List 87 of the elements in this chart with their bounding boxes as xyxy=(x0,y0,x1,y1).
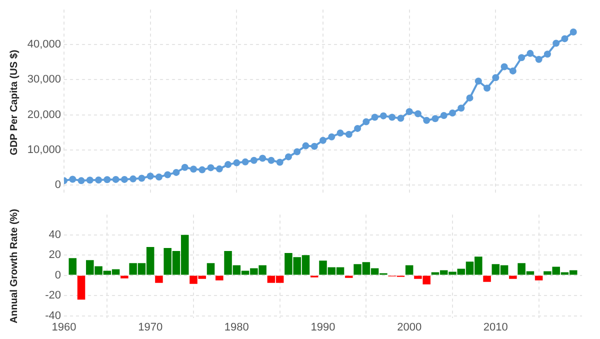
point xyxy=(397,114,404,122)
bar xyxy=(509,276,517,279)
point xyxy=(484,84,491,92)
point xyxy=(440,112,448,119)
bar xyxy=(216,276,224,280)
bar xyxy=(206,263,215,275)
point xyxy=(362,118,370,126)
point xyxy=(380,112,387,120)
point xyxy=(509,67,516,74)
bar xyxy=(405,265,414,275)
point xyxy=(233,159,240,166)
x-tick-label: 1960 xyxy=(52,321,76,334)
y-tick-label: 40,000 xyxy=(27,38,61,51)
y-tick-label: 40 xyxy=(48,228,61,241)
point xyxy=(371,114,378,121)
point xyxy=(268,156,275,164)
point xyxy=(120,176,128,183)
point xyxy=(474,78,482,85)
point xyxy=(518,54,526,62)
point xyxy=(345,130,352,138)
point xyxy=(388,114,396,121)
point xyxy=(552,40,560,47)
y-axis-title: GDP Per Capita (US $) xyxy=(8,50,20,156)
point xyxy=(138,174,146,182)
point xyxy=(561,35,568,42)
point xyxy=(69,176,76,183)
point xyxy=(414,110,422,118)
point xyxy=(336,130,344,136)
point xyxy=(302,142,310,150)
x-tick-label: 1980 xyxy=(224,321,249,334)
point xyxy=(276,158,284,166)
point xyxy=(95,176,102,184)
y-tick-label: 20,000 xyxy=(27,108,61,121)
point xyxy=(526,50,534,57)
point xyxy=(104,176,111,184)
point xyxy=(284,153,292,160)
y-tick-label: -20 xyxy=(45,290,61,302)
point xyxy=(320,136,326,144)
y-tick-label: 20 xyxy=(48,249,61,262)
bar xyxy=(77,276,86,300)
point xyxy=(310,142,318,150)
point xyxy=(535,56,542,63)
point xyxy=(198,166,206,174)
point xyxy=(570,28,577,36)
point xyxy=(181,164,188,171)
point xyxy=(354,124,362,132)
x-tick-label: 2000 xyxy=(397,321,422,334)
y-tick-label: 30,000 xyxy=(27,74,61,86)
bar xyxy=(155,276,163,283)
point xyxy=(449,110,456,117)
point xyxy=(466,94,474,102)
bar xyxy=(483,276,491,282)
point xyxy=(224,161,232,168)
x-tick-label: 1970 xyxy=(138,321,163,334)
x-tick-label: 2010 xyxy=(483,321,508,334)
point xyxy=(130,175,137,182)
bar xyxy=(120,276,128,278)
y-tick-label: 0 xyxy=(54,269,61,282)
bar xyxy=(68,258,77,275)
point xyxy=(78,177,85,184)
point xyxy=(112,176,120,183)
y-tick-label: 10,000 xyxy=(27,144,61,156)
point xyxy=(172,168,180,176)
point xyxy=(164,171,172,178)
point xyxy=(423,116,430,124)
point xyxy=(544,50,551,58)
bar xyxy=(534,276,543,280)
point xyxy=(294,148,301,156)
point xyxy=(146,172,154,180)
point xyxy=(190,166,197,173)
point xyxy=(242,158,249,166)
point xyxy=(492,74,500,82)
point xyxy=(406,108,413,116)
point xyxy=(155,173,162,180)
y-tick-label: -40 xyxy=(45,310,61,322)
point xyxy=(432,115,439,122)
point xyxy=(207,164,214,172)
point xyxy=(500,63,508,70)
point xyxy=(259,154,266,162)
y-axis-title: Annual Growth Rate (%) xyxy=(8,208,20,324)
point xyxy=(328,133,336,140)
point xyxy=(216,165,223,172)
point xyxy=(86,176,94,184)
point xyxy=(250,156,258,164)
point xyxy=(458,104,465,112)
y-tick-label: 0 xyxy=(54,178,61,191)
x-tick-label: 1990 xyxy=(310,321,336,334)
